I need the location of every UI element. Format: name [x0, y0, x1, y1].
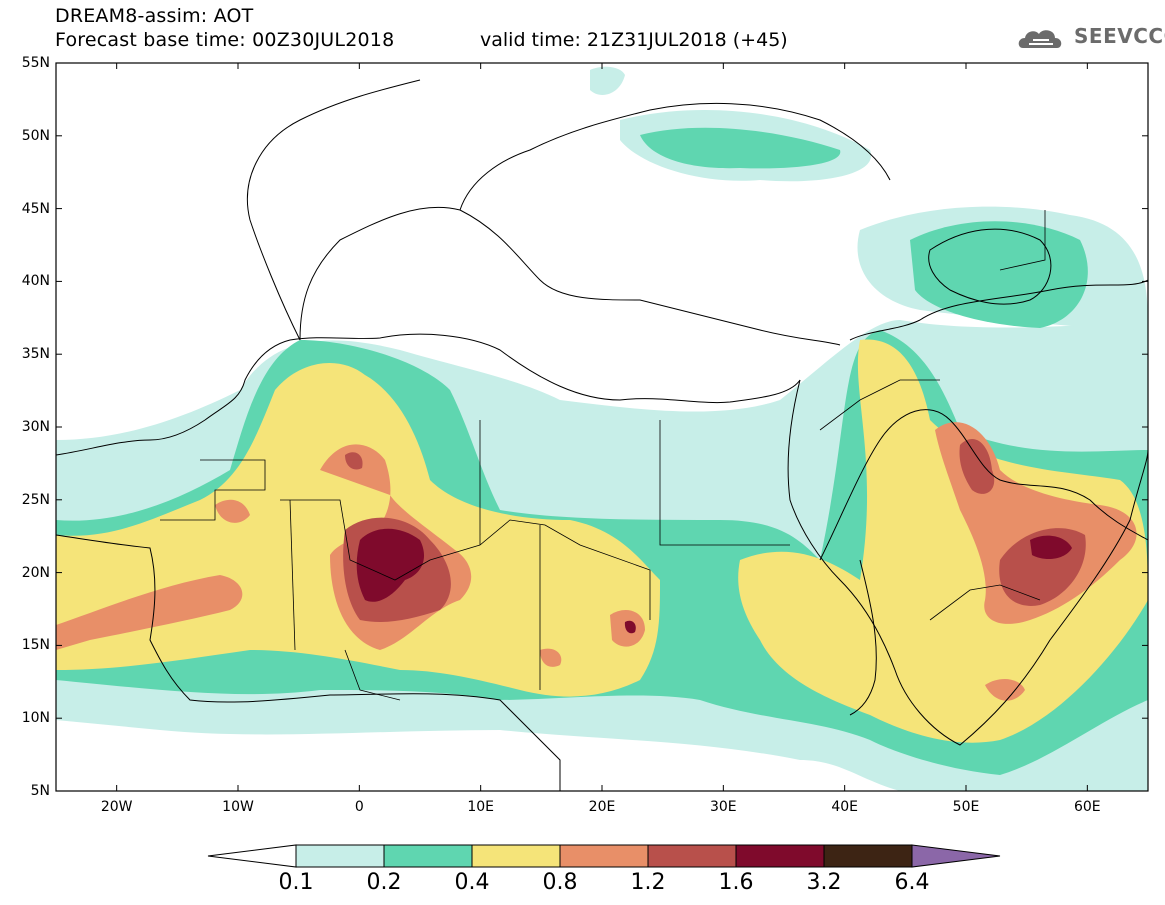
lat-label: 30N — [21, 419, 50, 435]
colorbar-under — [207, 844, 297, 868]
lat-label: 15N — [21, 637, 50, 654]
colorbar-label: 3.2 — [806, 870, 842, 895]
colorbar-bin — [823, 844, 913, 868]
colorbar-label: 6.4 — [894, 870, 930, 895]
map-title: DREAM8-assim: AOT — [55, 5, 254, 27]
country-borders — [160, 210, 1046, 701]
forecast-base-time: Forecast base time: 00Z30JUL2018 — [55, 29, 395, 51]
lat-label: 55N — [21, 55, 50, 71]
cloud-icon — [1018, 30, 1062, 48]
colorbar-label: 0.4 — [454, 870, 490, 895]
colorbar-label: 0.8 — [542, 870, 578, 895]
lon-label: 0 — [354, 799, 364, 815]
lat-label: 45N — [21, 200, 50, 217]
lon-label: 10W — [222, 799, 254, 815]
valid-time: valid time: 21Z31JUL2018 (+45) — [480, 29, 788, 51]
colorbar-bin — [471, 844, 561, 868]
lat-label: 50N — [21, 127, 50, 144]
colorbar-label: 1.6 — [718, 870, 754, 895]
lon-label: 20W — [100, 799, 133, 815]
lat-label: 10N — [21, 710, 50, 727]
coastlines — [56, 79, 1148, 791]
colorbar-bin — [559, 844, 649, 868]
lon-label: 50E — [952, 799, 980, 815]
colorbar-label: 1.2 — [630, 870, 666, 895]
lat-label: 40N — [21, 273, 50, 290]
lon-label: 20E — [588, 799, 616, 815]
colorbar-bin — [295, 844, 385, 868]
colorbar-label: 0.2 — [366, 870, 402, 895]
lat-label: 5N — [30, 783, 50, 799]
lon-ticks — [116, 63, 1088, 791]
lon-label: 60E — [1073, 799, 1101, 815]
logo-text: SEEVCCC — [1074, 24, 1165, 48]
lat-label: 25N — [21, 491, 50, 508]
lon-label: 30E — [709, 799, 737, 815]
lat-label: 35N — [21, 346, 50, 363]
lat-ticks — [56, 62, 1148, 792]
colorbar-bin — [383, 844, 473, 868]
colorbar-bin — [647, 844, 737, 868]
colorbar-label: 0.1 — [278, 870, 314, 895]
lon-label: 10E — [467, 799, 494, 815]
colorbar-bin — [735, 844, 825, 868]
lon-label: 40E — [831, 799, 858, 815]
lat-label: 20N — [21, 564, 50, 581]
colorbar-over — [911, 844, 1001, 868]
